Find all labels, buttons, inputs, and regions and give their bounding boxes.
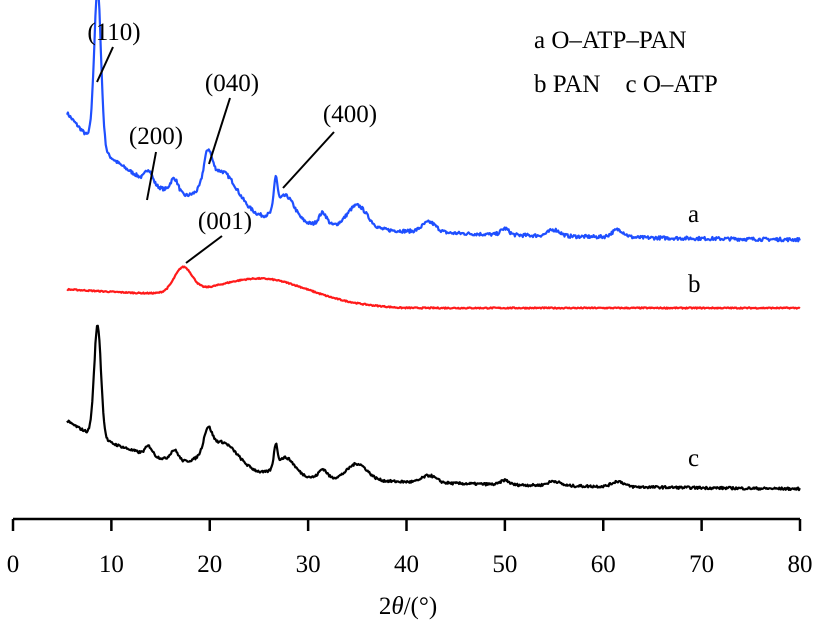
leader-001 [185,235,223,264]
series-line-a [66,0,801,243]
series-line-b [66,265,801,310]
x-tick-label-60: 60 [591,551,616,578]
x-tick-label-10: 10 [99,551,124,578]
legend-line-1: a O–ATP–PAN [534,27,687,54]
x-axis-title-var: 2 [379,593,392,620]
annotation-200: (200) [129,123,183,150]
series-label-b: b [688,271,701,298]
x-axis-title-unit: /(°) [404,593,438,620]
series-label-c: c [688,445,699,472]
x-tick-label-20: 20 [197,551,222,578]
x-axis-title: 2θ/(°) [379,593,437,620]
annotation-001: (001) [198,208,252,235]
annotation-400: (400) [323,101,377,128]
series-line-c [66,324,801,492]
legend-line-2: b PAN c O–ATP [534,71,718,98]
leader-040 [208,97,231,165]
x-tick-label-0: 0 [7,551,20,578]
x-tick-label-40: 40 [394,551,419,578]
x-tick-label-80: 80 [788,551,813,578]
series-group [66,0,801,492]
annotation-040: (040) [205,70,259,97]
annotation-110: (110) [87,19,140,46]
x-tick-label-30: 30 [296,551,321,578]
x-axis-title-theta: θ [391,593,403,620]
leader-110 [96,46,114,83]
x-tick-label-70: 70 [689,551,714,578]
x-tick-label-50: 50 [492,551,517,578]
series-label-a: a [688,201,699,228]
leader-400 [282,131,335,189]
leader-200 [146,151,157,201]
annotation-leaders [96,46,335,264]
x-axis-ticks: 0 10 20 30 40 50 60 70 80 [7,519,813,578]
